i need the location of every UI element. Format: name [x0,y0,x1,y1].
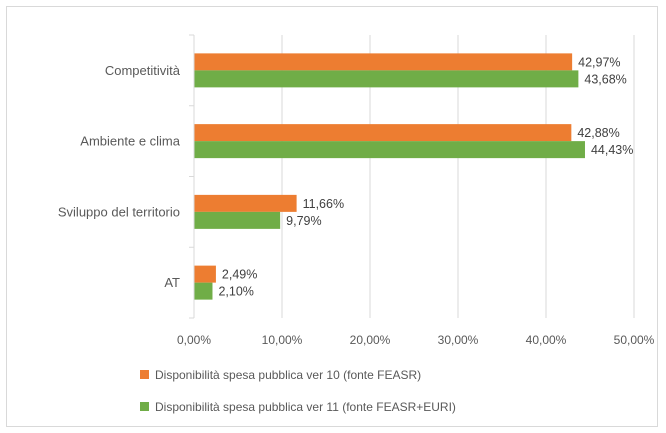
data-label: 2,10% [218,285,253,299]
bar [194,141,585,159]
category-label: AT [164,275,180,290]
category-label: Ambiente e clima [80,134,180,149]
category-label: Sviluppo del territorio [58,204,180,219]
bar [194,282,213,300]
bar [194,70,579,88]
bar [194,194,297,212]
bar [194,211,281,229]
data-label: 44,43% [591,143,633,157]
bar [194,53,573,71]
data-label: 43,68% [584,72,626,86]
data-label: 42,97% [578,55,620,69]
x-tick-label: 10,00% [262,333,303,347]
x-tick-label: 0,00% [177,333,211,347]
category-label: Competitività [105,63,181,78]
x-tick-label: 20,00% [350,333,391,347]
data-label: 9,79% [286,214,321,228]
legend-swatch [140,402,149,411]
legend-label: Disponibilità spesa pubblica ver 10 (fon… [155,368,421,382]
data-label: 2,49% [222,268,257,282]
x-tick-label: 40,00% [526,333,567,347]
legend-swatch [140,370,149,379]
data-label: 11,66% [303,197,344,211]
bar [194,265,216,283]
x-tick-label: 30,00% [438,333,479,347]
legend-label: Disponibilità spesa pubblica ver 11 (fon… [155,400,456,414]
bar [194,124,572,142]
data-label: 42,88% [577,126,619,140]
x-tick-label: 50,00% [614,333,655,347]
